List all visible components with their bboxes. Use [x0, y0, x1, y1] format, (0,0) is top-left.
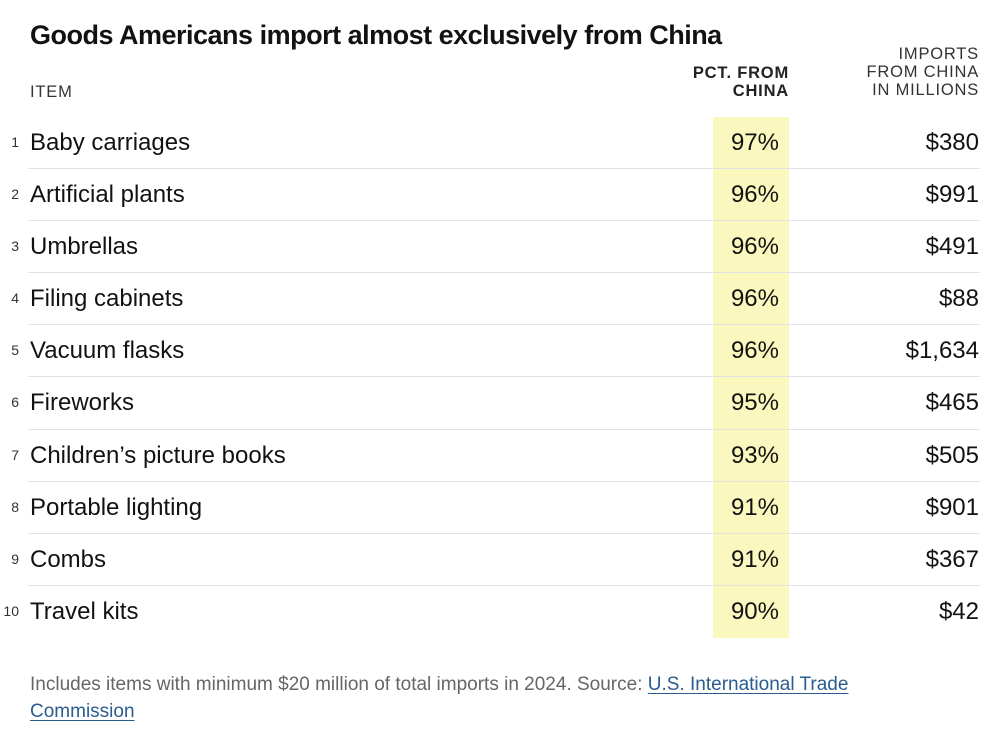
column-header-pct-line1: PCT. FROM: [692, 64, 789, 82]
row-divider: [28, 220, 980, 222]
row-item: Vacuum flasks: [30, 337, 185, 365]
row-pct: 95%: [730, 389, 779, 417]
row-pct: 93%: [730, 441, 779, 469]
column-header-pct-line2: CHINA: [732, 82, 789, 100]
row-divider: [28, 272, 980, 274]
row-imports: $465: [925, 389, 979, 417]
row-pct: 96%: [730, 285, 779, 313]
table-row: 4 Filing cabinets 96% $88: [0, 273, 1000, 326]
table-row: 7 Children’s picture books 93% $505: [0, 430, 1000, 482]
table-row: 6 Fireworks 95% $465: [0, 377, 1000, 430]
row-pct: 96%: [730, 337, 779, 365]
row-pct: 97%: [730, 129, 779, 156]
row-imports: $88: [938, 285, 979, 313]
column-header-imports-line1: IMPORTS: [898, 45, 979, 63]
row-item: Children’s picture books: [30, 441, 286, 469]
row-divider: [28, 584, 980, 586]
row-pct: 91%: [730, 545, 779, 573]
row-imports: $1,634: [905, 337, 979, 365]
row-divider: [28, 168, 980, 170]
table-row: 10 Travel kits 90% $42: [0, 586, 1000, 638]
row-pct: 91%: [730, 493, 779, 521]
row-imports: $491: [925, 233, 979, 261]
row-item: Umbrellas: [30, 233, 139, 261]
column-header-imports-line3: IN MILLIONS: [872, 81, 979, 99]
column-header-imports: IMPORTS FROM CHINA IN MILLIONS: [867, 45, 980, 99]
row-rank: 10: [3, 602, 19, 619]
row-rank: 1: [11, 134, 19, 150]
table-row: 1 Baby carriages 97% $380: [0, 117, 1000, 170]
row-pct: 96%: [730, 181, 779, 209]
table-row: 8 Portable lighting 91% $901: [0, 482, 1000, 534]
row-divider: [28, 428, 980, 430]
row-item: Artificial plants: [30, 181, 185, 209]
footnote: Includes items with minimum $20 million …: [30, 671, 930, 725]
row-rank: 2: [11, 186, 19, 203]
row-divider: [28, 532, 980, 534]
row-imports: $505: [925, 441, 979, 469]
row-rank: 9: [11, 550, 19, 567]
row-item: Travel kits: [30, 597, 139, 625]
source-link[interactable]: U.S. International Trade Commission: [30, 674, 849, 722]
row-item: Filing cabinets: [30, 285, 184, 313]
row-rank: 7: [11, 446, 19, 463]
row-item: Fireworks: [30, 389, 135, 417]
row-rank: 4: [11, 290, 19, 307]
row-divider: [28, 376, 980, 378]
row-imports: $380: [925, 129, 979, 156]
table-row: 5 Vacuum flasks 96% $1,634: [0, 325, 1000, 378]
row-rank: 6: [11, 394, 19, 411]
table-body: 1 Baby carriages 97% $380 2 Artificial plants…: [0, 117, 1000, 638]
row-divider: [28, 480, 980, 482]
row-imports: $42: [938, 597, 979, 625]
column-header-pct: PCT. FROM CHINA: [693, 64, 789, 100]
row-rank: 5: [11, 342, 19, 359]
row-divider: [28, 324, 980, 326]
column-header-imports-line2: FROM CHINA: [866, 63, 979, 81]
row-pct: 96%: [730, 233, 779, 261]
row-item: Portable lighting: [30, 493, 203, 521]
footnote-text: Includes items with minimum $20 million …: [30, 674, 648, 695]
chart-title: Goods Americans import almost exclusivel…: [30, 20, 722, 50]
row-pct: 90%: [730, 597, 779, 625]
row-rank: 8: [11, 498, 19, 515]
table-row: 3 Umbrellas 96% $491: [0, 221, 1000, 274]
row-imports: $991: [925, 181, 979, 209]
row-item: Combs: [30, 545, 107, 573]
column-header-item: ITEM: [30, 83, 73, 101]
pct-column-highlight: [713, 117, 789, 638]
table-row: 2 Artificial plants 96% $991: [0, 169, 1000, 222]
row-item: Baby carriages: [30, 129, 191, 156]
table-row: 9 Combs 91% $367: [0, 534, 1000, 586]
row-rank: 3: [11, 238, 19, 255]
row-imports: $367: [925, 545, 979, 573]
row-imports: $901: [925, 493, 979, 521]
